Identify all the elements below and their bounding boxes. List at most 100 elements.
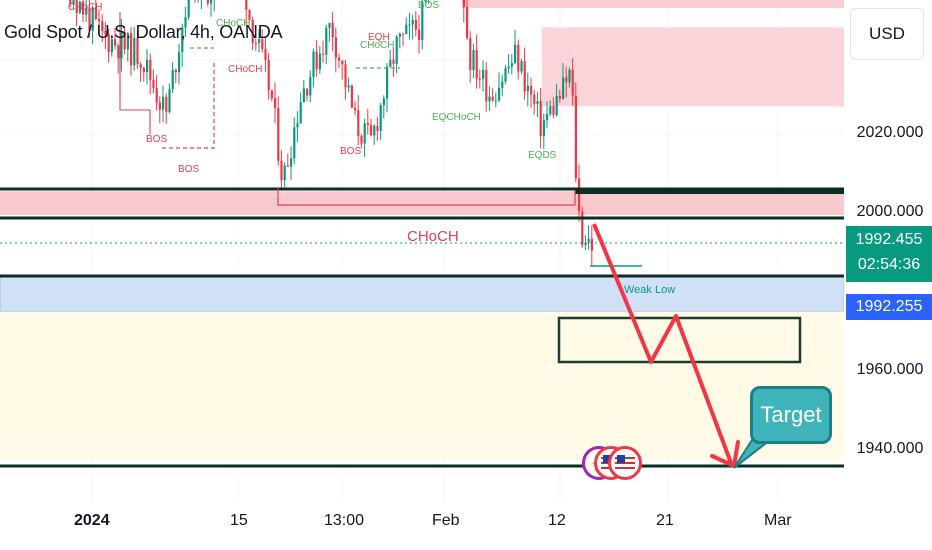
currency-selector[interactable]: USD [850,8,924,60]
candle-body [555,96,558,116]
candle-body [299,102,302,124]
candle-body [475,50,478,79]
candle-body [347,85,350,88]
candle-body [261,39,264,50]
candle-body [411,20,414,25]
candle-body [514,44,517,64]
candle-body [334,37,337,58]
candle-body [482,69,485,79]
candle-body [133,38,136,66]
candle-body [587,238,590,243]
candle-body [562,77,565,99]
candle-body [328,22,331,28]
candle-body [398,33,401,37]
candle-body [187,0,190,18]
candle-body [478,78,481,80]
price-tick-label: 1940.000 [856,440,924,457]
candle-body [491,96,494,101]
price-tick-label: 2000.000 [856,203,924,220]
candle-body [306,88,309,96]
candle-body [315,51,318,70]
weak-low-label: Weak Low [624,284,676,296]
candle-body [184,17,187,28]
candle-body [418,29,421,41]
supply-zone [542,27,844,107]
candle-body [126,33,129,50]
current-price-tag: 1992.455 02:54:36 [846,226,932,282]
candle-body [302,88,305,103]
candle-body [552,106,555,116]
candle-body [171,69,174,90]
candle-body [312,51,315,78]
candle-body [181,27,184,53]
candle-body [277,107,280,161]
candle-body [379,105,382,131]
candle-body [558,96,561,99]
candle-body [104,31,107,35]
candle-body [363,123,366,144]
projection-arrowhead [710,440,740,468]
time-tick-label: Mar [764,512,792,529]
candle-body [366,123,369,125]
candle-series [69,0,593,267]
us-flag-icon[interactable] [608,446,642,480]
candle-body [501,81,504,88]
candle-body [469,38,472,70]
supply-zone [0,191,844,215]
candle-body [485,69,488,102]
candle-body [414,20,417,30]
candle-body [245,0,248,10]
candle-body [293,127,296,159]
price-tick-label: 2020.000 [856,124,924,141]
candle-body [296,123,299,128]
candle-body [114,39,117,46]
candle-body [98,19,101,22]
chart-overlays [0,12,844,469]
candle-body [174,69,177,73]
candle-body [142,67,145,73]
candle-body [139,64,142,68]
candle-body [75,0,78,13]
structure-label: EQH [368,32,390,43]
current-price-value: 1992.455 [855,231,923,248]
candle-body [405,24,408,34]
candle-body [354,107,357,111]
candle-body [162,96,165,110]
candle-body [91,7,94,31]
candle-body [574,95,577,179]
candle-body [286,165,289,167]
candle-body [370,124,373,136]
candle-body [488,96,491,102]
structure-label: CHoCH [360,40,395,51]
economic-events[interactable]: ⚡ [582,446,642,488]
candle-body [254,42,257,44]
time-tick-label: 13:00 [324,512,365,529]
candle-body [85,7,88,15]
candle-body [360,135,363,144]
target-callout[interactable]: Target [750,386,832,444]
bar-countdown: 02:54:36 [857,256,921,273]
candle-body [357,110,360,136]
structure-label: BOS [178,164,200,175]
candle-body [376,126,379,131]
time-tick-label: 2024 [74,512,110,529]
candle-body [571,69,574,96]
candle-body [120,32,123,59]
candle-body [520,61,523,72]
candle-body [382,98,385,106]
candle-body [107,34,110,53]
time-tick-label: 12 [548,512,566,529]
candle-body [536,101,539,104]
candle-body [504,68,507,82]
candle-body [421,1,424,41]
candle-body [78,1,81,13]
candle-body [494,100,497,102]
candle-body [549,106,552,115]
candle-body [539,101,542,137]
candle-body [264,49,267,61]
candle-body [290,158,293,167]
candle-body [510,63,513,67]
candle-body [280,160,283,181]
